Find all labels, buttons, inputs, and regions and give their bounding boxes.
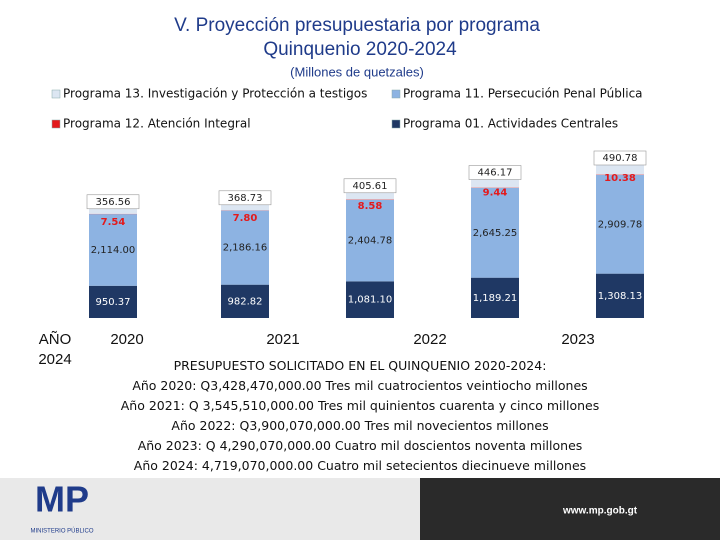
label-box [593,150,647,166]
budget-line: Año 2020: Q3,428,470,000.00 Tres mil cua… [132,378,588,393]
bar-segment [471,277,519,318]
budget-line: Año 2024: 4,719,070,000.00 Cuatro mil se… [133,458,587,473]
budget-heading: PRESUPUESTO SOLICITADO EN EL QUINQUENIO … [173,358,547,373]
data-label: 368.73 [228,193,263,204]
data-label: 10.38 [604,173,636,184]
x-tick-label: 2024 [38,351,71,368]
x-tick-label: 2022 [413,331,446,348]
bar-segment [596,174,644,274]
footer-dark [420,478,720,540]
data-label: 490.78 [603,153,638,164]
bar-segment [221,284,269,318]
label-box [218,190,272,206]
data-label: 2,114.00 [91,245,136,256]
legend-label: Programa 12. Atención Integral [63,117,251,131]
data-label: 446.17 [478,168,513,179]
x-axis-label: AÑO [39,331,72,348]
data-label: 2,645.25 [473,228,518,239]
data-label: 2,404.78 [348,236,393,247]
data-label: 1,189.21 [473,293,518,304]
x-tick-label: 2021 [266,331,299,348]
x-tick-label: 2020 [110,331,143,348]
bar-segment [89,285,137,318]
legend-swatch [391,119,401,129]
budget-line: Año 2021: Q 3,545,510,000.00 Tres mil qu… [120,398,600,413]
budget-text: PRESUPUESTO SOLICITADO EN EL QUINQUENIO … [0,356,720,476]
legend-swatch [391,89,401,99]
budget-line: Año 2022: Q3,900,070,000.00 Tres mil nov… [171,418,549,433]
footer-url: www.mp.gob.gt [562,506,638,517]
legend-label: Programa 01. Actividades Centrales [403,117,618,131]
data-label: 982.82 [228,296,263,307]
label-box [343,178,397,194]
label-box [468,165,522,180]
legend-swatch [51,119,61,129]
bar-segment [596,273,644,318]
bar-segment [221,210,269,285]
data-label: 9.44 [483,188,508,199]
x-tick-label: 2023 [561,331,594,348]
logo-org: MINISTERIO PÚBLICO [30,528,93,535]
chart-title: V. Proyección presupuestaria por program… [174,15,540,36]
data-label: 7.54 [101,217,126,228]
data-label: 2,909.78 [598,219,643,230]
label-box [86,194,140,210]
bar-segment [346,199,394,282]
unit-label: (Millones de quetzales) [290,64,424,79]
data-label: 950.37 [96,297,131,308]
bar-segment [346,281,394,318]
legend-swatch [51,89,61,99]
data-label: 2,186.16 [223,243,268,254]
chart-subtitle: Quinquenio 2020-2024 [263,39,457,60]
legend-label: Programa 13. Investigación y Protección … [63,87,367,101]
data-label: 1,308.13 [598,291,643,302]
data-label: 1,081.10 [348,295,393,306]
data-label: 8.58 [358,201,383,212]
bar-segment [89,214,137,286]
bar-segment [471,187,519,278]
data-label: 405.61 [353,181,388,192]
data-label: 356.56 [96,197,131,208]
legend-label: Programa 11. Persecución Penal Pública [403,87,643,101]
budget-line: Año 2023: Q 4,290,070,000.00 Cuatro mil … [137,438,583,453]
data-label: 7.80 [233,213,258,224]
logo: MP [35,479,89,520]
